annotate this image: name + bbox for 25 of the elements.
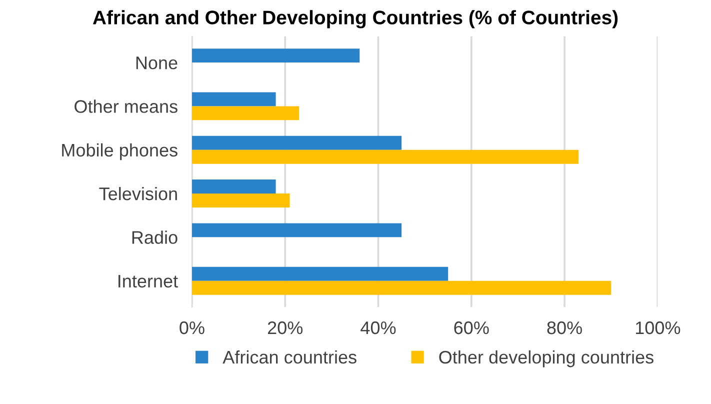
bar <box>192 136 402 150</box>
legend-label: Other developing countries <box>439 350 654 368</box>
bar <box>192 92 276 106</box>
y-tick-label: Television <box>99 186 177 200</box>
y-tick-label: Other means <box>74 100 178 113</box>
x-tick-label: 60% <box>454 321 489 334</box>
y-tick-label: Radio <box>132 230 178 244</box>
bar <box>192 194 290 208</box>
x-tick-label: 100% <box>636 321 680 334</box>
y-tick-label: Mobile phones <box>62 143 178 160</box>
bar <box>192 106 300 120</box>
bar <box>192 48 360 63</box>
bar <box>192 223 402 238</box>
legend-label: African countries <box>222 350 356 364</box>
y-tick-label: None <box>136 56 178 70</box>
bar <box>192 280 612 295</box>
bar <box>192 150 579 164</box>
chart-title: African and Other Developing Countries (% of Countries) <box>92 10 618 28</box>
bar <box>192 180 276 194</box>
x-tick-label: 0% <box>180 321 204 334</box>
bar <box>192 266 448 281</box>
x-tick-label: 40% <box>360 321 396 334</box>
y-tick-label: Internet <box>118 274 178 288</box>
x-tick-label: 80% <box>547 321 582 334</box>
x-tick-label: 20% <box>268 321 303 334</box>
